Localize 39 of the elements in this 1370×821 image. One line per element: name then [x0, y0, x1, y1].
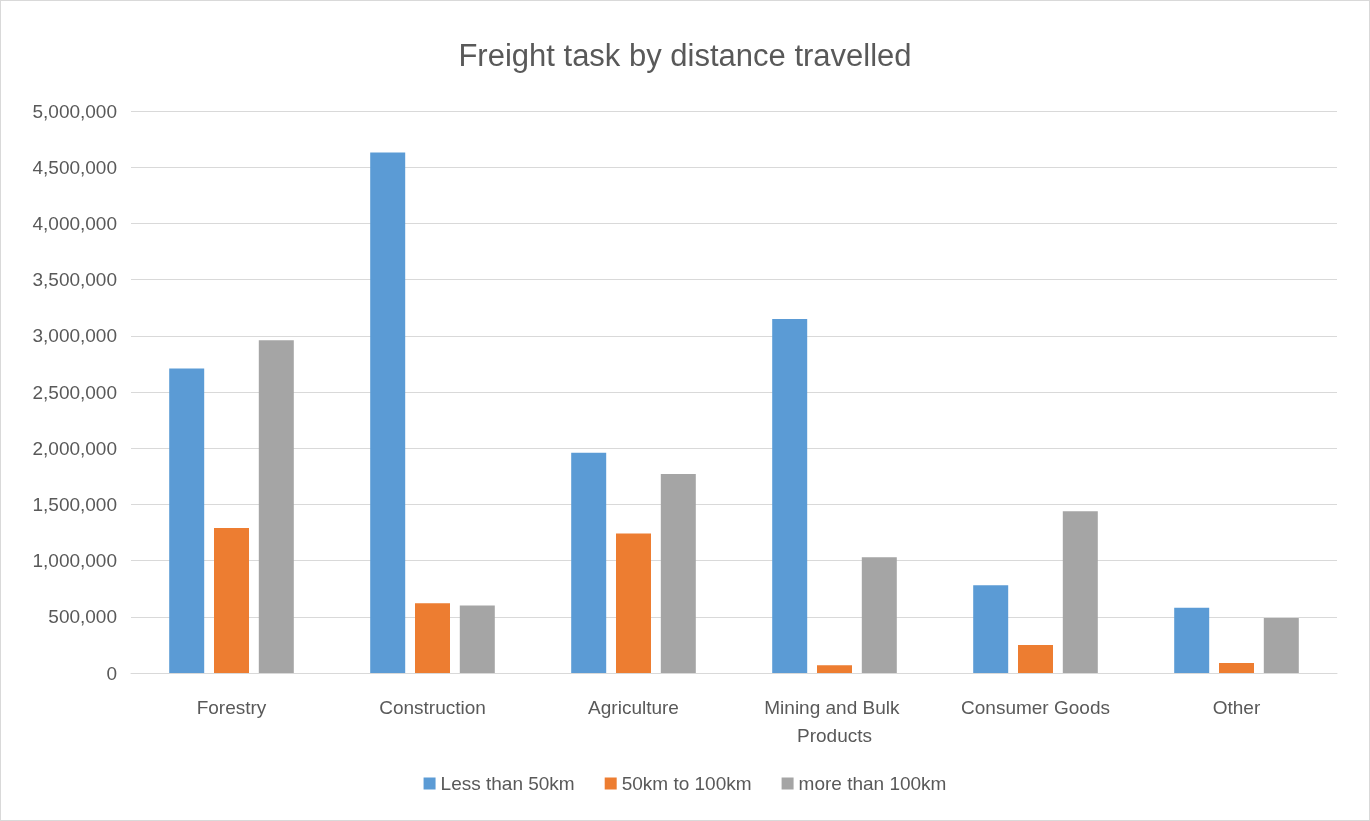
x-tick-label: Forestry: [196, 696, 267, 718]
y-tick-label: 5,000,000: [32, 100, 117, 122]
bar: [1018, 644, 1053, 673]
legend-label: Less than 50km: [440, 773, 575, 794]
y-tick-label: 1,000,000: [32, 550, 117, 572]
bar: [370, 152, 406, 673]
bar: [1174, 607, 1210, 673]
y-tick-label: 3,500,000: [32, 269, 117, 291]
bar: [1219, 662, 1254, 673]
bar: [660, 474, 696, 673]
bar: [1263, 617, 1299, 673]
x-tick-label: Consumer Goods: [961, 696, 1110, 718]
legend-label: more than 100km: [798, 773, 947, 794]
y-tick-label: 500,000: [48, 606, 117, 628]
y-tick-label: 1,500,000: [32, 493, 117, 515]
x-tick-label: Agriculture: [588, 696, 679, 718]
bar: [459, 605, 495, 673]
bar: [817, 665, 852, 673]
bar: [571, 452, 607, 673]
y-tick-label: 2,000,000: [32, 437, 117, 459]
bar: [1062, 511, 1098, 673]
x-tick-label: Mining and Bulk Products: [764, 696, 905, 746]
y-tick-label: 4,000,000: [32, 212, 117, 234]
y-tick-label: 4,500,000: [32, 156, 117, 178]
x-tick-label: Construction: [379, 696, 486, 718]
bar: [214, 528, 249, 673]
bar: [772, 318, 808, 673]
bar: [861, 557, 897, 673]
chart-title: Freight task by distance travelled: [458, 38, 912, 73]
y-tick-label: 2,500,000: [32, 381, 117, 403]
bar: [415, 603, 450, 673]
bar: [169, 368, 205, 673]
bar: [616, 533, 651, 673]
bar: [258, 340, 294, 673]
bar: [973, 585, 1009, 673]
legend-label: 50km to 100km: [621, 773, 752, 794]
x-tick-label: Other: [1212, 696, 1261, 718]
y-tick-label: 0: [106, 662, 117, 684]
y-tick-label: 3,000,000: [32, 325, 117, 347]
